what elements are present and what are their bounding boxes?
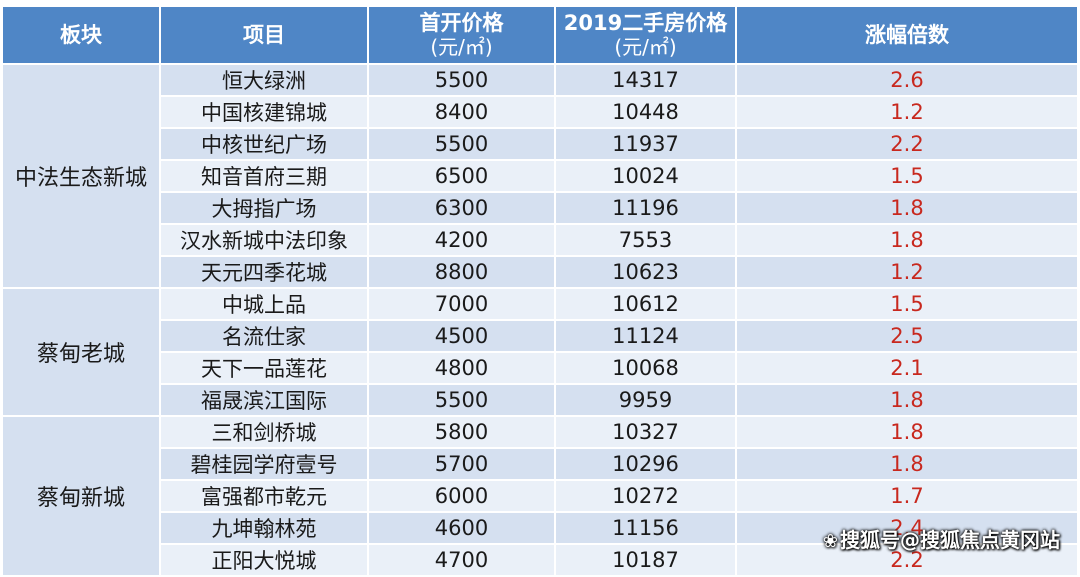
project-cell: 中城上品 — [160, 288, 369, 321]
project-cell: 大拇指广场 — [160, 192, 369, 225]
table-header: 板块 项目 首开价格 (元/㎡) 2019二手房价格 (元/㎡) 涨幅倍数 — [3, 7, 1077, 64]
table-row: 天元四季花城 8800 10623 1.2 — [3, 256, 1077, 289]
table-row: 大拇指广场 6300 11196 1.8 — [3, 192, 1077, 225]
table-row: 蔡甸新城 三和剑桥城 5800 10327 1.8 — [3, 416, 1077, 577]
first-price-cell: 4600 — [368, 512, 556, 545]
table-row: 知音首府三期 6500 10024 1.5 — [3, 160, 1077, 193]
ratio-cell: 1.8 — [736, 192, 1077, 225]
resale-price-cell: 9959 — [555, 384, 737, 417]
resale-price-cell: 11937 — [555, 128, 737, 161]
project-cell: 富强都市乾元 — [160, 480, 369, 513]
resale-price-cell: 11156 — [555, 512, 737, 545]
ratio-cell: 1.5 — [736, 160, 1077, 193]
project-cell: 恒大绿洲 — [160, 64, 369, 97]
table-row: 中核世纪广场 5500 11937 2.2 — [3, 128, 1077, 161]
table-row: 福晟滨江国际 5500 9959 1.8 — [3, 384, 1077, 417]
project-cell: 正阳大悦城 — [160, 544, 369, 577]
project-cell: 碧桂园学府壹号 — [160, 448, 369, 481]
resale-price-cell: 10187 — [555, 544, 737, 577]
resale-price-cell: 7553 — [555, 224, 737, 257]
ratio-cell: 2.1 — [736, 352, 1077, 385]
ratio-cell: 2.5 — [736, 320, 1077, 353]
first-price-cell: 5800 — [368, 416, 556, 449]
first-price-cell: 4200 — [368, 224, 556, 257]
project-cell: 三和剑桥城 — [160, 416, 369, 449]
first-price-cell: 6500 — [368, 160, 556, 193]
ratio-cell: 1.2 — [736, 96, 1077, 129]
resale-price-cell: 10448 — [555, 96, 737, 129]
header-ratio: 涨幅倍数 — [736, 7, 1077, 64]
project-cell: 汉水新城中法印象 — [160, 224, 369, 257]
price-table: 板块 项目 首开价格 (元/㎡) 2019二手房价格 (元/㎡) 涨幅倍数 中法… — [3, 7, 1077, 577]
header-project: 项目 — [160, 7, 369, 64]
table-row: 碧桂园学府壹号 5700 10296 1.8 — [3, 448, 1077, 481]
table-row: 中法生态新城 恒大绿洲 5500 14317 2.6 — [3, 64, 1077, 289]
first-price-cell: 5700 — [368, 448, 556, 481]
ratio-cell: 2.6 — [736, 64, 1077, 97]
first-price-cell: 4500 — [368, 320, 556, 353]
project-cell: 福晟滨江国际 — [160, 384, 369, 417]
project-cell: 中核世纪广场 — [160, 128, 369, 161]
header-resale-price-line1: 2019二手房价格 — [563, 11, 728, 35]
table-row: 天下一品莲花 4800 10068 2.1 — [3, 352, 1077, 385]
resale-price-cell: 14317 — [555, 64, 737, 97]
ratio-cell: 2.2 — [736, 128, 1077, 161]
resale-price-cell: 10024 — [555, 160, 737, 193]
header-first-price-line2: (元/㎡) — [430, 35, 493, 59]
first-price-cell: 8800 — [368, 256, 556, 289]
block-cell: 蔡甸新城 — [3, 416, 161, 577]
watermark-text: 搜狐号@搜狐焦点黄冈站 — [840, 528, 1060, 552]
watermark: ❀ 搜狐号@搜狐焦点黄冈站 — [823, 524, 1060, 553]
resale-price-cell: 10623 — [555, 256, 737, 289]
first-price-cell: 5500 — [368, 384, 556, 417]
project-cell: 天元四季花城 — [160, 256, 369, 289]
ratio-cell: 1.5 — [736, 288, 1077, 321]
ratio-cell: 1.7 — [736, 480, 1077, 513]
first-price-cell: 5500 — [368, 64, 556, 97]
project-cell: 名流仕家 — [160, 320, 369, 353]
header-resale-price: 2019二手房价格 (元/㎡) — [555, 7, 737, 64]
resale-price-cell: 10612 — [555, 288, 737, 321]
first-price-cell: 6300 — [368, 192, 556, 225]
header-first-price: 首开价格 (元/㎡) — [368, 7, 556, 64]
project-cell: 知音首府三期 — [160, 160, 369, 193]
ratio-cell: 1.8 — [736, 224, 1077, 257]
ratio-cell: 1.8 — [736, 384, 1077, 417]
first-price-cell: 7000 — [368, 288, 556, 321]
block-cell: 蔡甸老城 — [3, 288, 161, 417]
price-table-container: 板块 项目 首开价格 (元/㎡) 2019二手房价格 (元/㎡) 涨幅倍数 中法… — [3, 7, 1077, 577]
resale-price-cell: 10296 — [555, 448, 737, 481]
table-row: 蔡甸老城 中城上品 7000 10612 1.5 — [3, 288, 1077, 417]
first-price-cell: 5500 — [368, 128, 556, 161]
resale-price-cell: 10327 — [555, 416, 737, 449]
resale-price-cell: 11124 — [555, 320, 737, 353]
header-resale-price-line2: (元/㎡) — [614, 35, 677, 59]
table-row: 汉水新城中法印象 4200 7553 1.8 — [3, 224, 1077, 257]
table-row: 中国核建锦城 8400 10448 1.2 — [3, 96, 1077, 129]
project-cell: 九坤翰林苑 — [160, 512, 369, 545]
first-price-cell: 4700 — [368, 544, 556, 577]
first-price-cell: 6000 — [368, 480, 556, 513]
table-row: 名流仕家 4500 11124 2.5 — [3, 320, 1077, 353]
block-cell: 中法生态新城 — [3, 64, 161, 289]
resale-price-cell: 10068 — [555, 352, 737, 385]
first-price-cell: 8400 — [368, 96, 556, 129]
paw-icon: ❀ — [822, 531, 838, 552]
resale-price-cell: 11196 — [555, 192, 737, 225]
ratio-cell: 1.2 — [736, 256, 1077, 289]
ratio-cell: 2.4 — [736, 512, 1077, 545]
resale-price-cell: 10272 — [555, 480, 737, 513]
ratio-cell: 1.8 — [736, 448, 1077, 481]
ratio-cell: 1.8 — [736, 416, 1077, 449]
header-first-price-line1: 首开价格 — [419, 11, 504, 35]
header-block: 板块 — [3, 7, 161, 64]
first-price-cell: 4800 — [368, 352, 556, 385]
project-cell: 天下一品莲花 — [160, 352, 369, 385]
table-row: 富强都市乾元 6000 10272 1.7 — [3, 480, 1077, 513]
project-cell: 中国核建锦城 — [160, 96, 369, 129]
table-row: 九坤翰林苑 4600 11156 2.4 — [3, 512, 1077, 545]
table-body: 中法生态新城 恒大绿洲 5500 14317 2.6 中国核建锦城 8400 10448 1.2… — [3, 64, 1077, 577]
